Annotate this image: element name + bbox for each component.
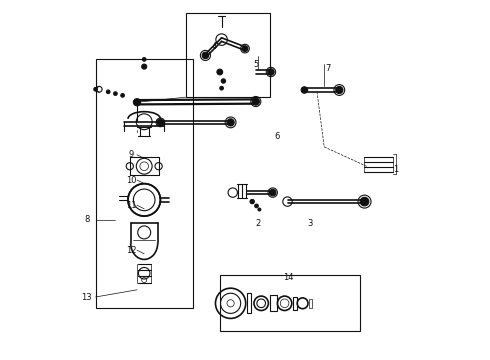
Circle shape [133,99,141,106]
Text: 9: 9 [129,150,134,159]
Text: 2: 2 [255,219,260,228]
Circle shape [202,52,209,59]
Bar [220,275,360,331]
Text: 3: 3 [307,219,313,228]
Bar [270,295,277,311]
Text: 5: 5 [253,60,258,69]
Circle shape [301,87,308,93]
Bar [293,297,297,310]
Circle shape [142,64,147,69]
Text: 13: 13 [81,292,92,302]
Circle shape [94,87,98,91]
Circle shape [221,79,225,83]
Circle shape [255,204,258,208]
Circle shape [114,92,117,95]
Circle shape [268,69,274,75]
Circle shape [121,94,124,97]
Circle shape [258,208,261,211]
Bar [186,13,270,97]
Bar [96,59,193,308]
Circle shape [106,90,110,94]
Text: 6: 6 [275,132,280,141]
Text: 4: 4 [212,42,217,51]
Circle shape [220,86,223,90]
Circle shape [270,189,276,196]
Circle shape [336,86,343,94]
Circle shape [157,119,164,126]
Circle shape [217,69,222,75]
Bar [247,293,251,313]
Circle shape [252,98,259,105]
Circle shape [143,58,146,61]
Text: 10: 10 [125,176,136,185]
Circle shape [227,119,234,126]
Bar [309,299,312,307]
Text: 8: 8 [84,215,89,224]
Circle shape [250,199,254,204]
Text: 12: 12 [125,246,136,255]
Circle shape [242,46,248,51]
Text: 14: 14 [283,273,294,282]
Text: 11: 11 [125,201,136,210]
Text: 7: 7 [325,64,330,73]
Circle shape [360,197,369,206]
Text: 1: 1 [393,165,399,174]
